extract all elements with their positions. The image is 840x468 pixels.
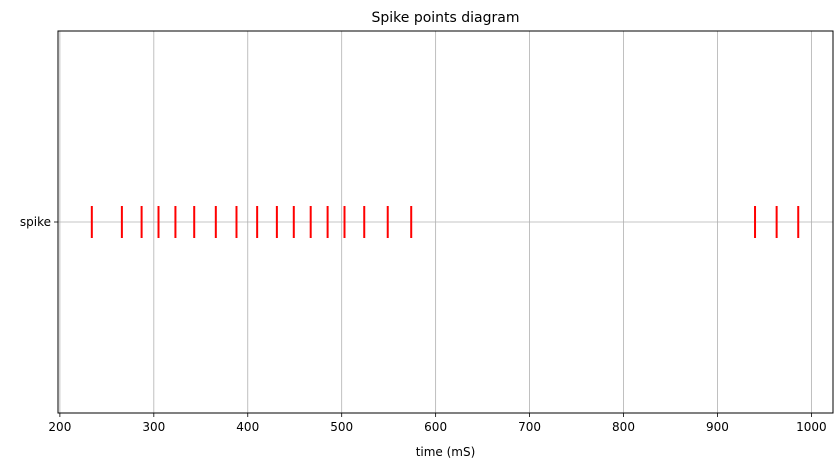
x-axis-label: time (mS) <box>416 445 476 459</box>
x-tick-label: 900 <box>706 420 729 434</box>
x-tick-label: 200 <box>48 420 71 434</box>
x-tick-label: 800 <box>612 420 635 434</box>
x-tick-label: 300 <box>142 420 165 434</box>
axis-ticks: 200 300 400 500 600 700 800 900 1000 spike <box>20 215 827 434</box>
grid <box>58 31 833 413</box>
y-tick-label: spike <box>20 215 51 229</box>
x-tick-label: 500 <box>330 420 353 434</box>
x-tick-label: 1000 <box>796 420 827 434</box>
x-tick-label: 600 <box>424 420 447 434</box>
spike-marks <box>90 206 800 238</box>
x-tick-label: 400 <box>236 420 259 434</box>
chart-title: Spike points diagram <box>372 10 520 26</box>
x-tick-label: 700 <box>518 420 541 434</box>
